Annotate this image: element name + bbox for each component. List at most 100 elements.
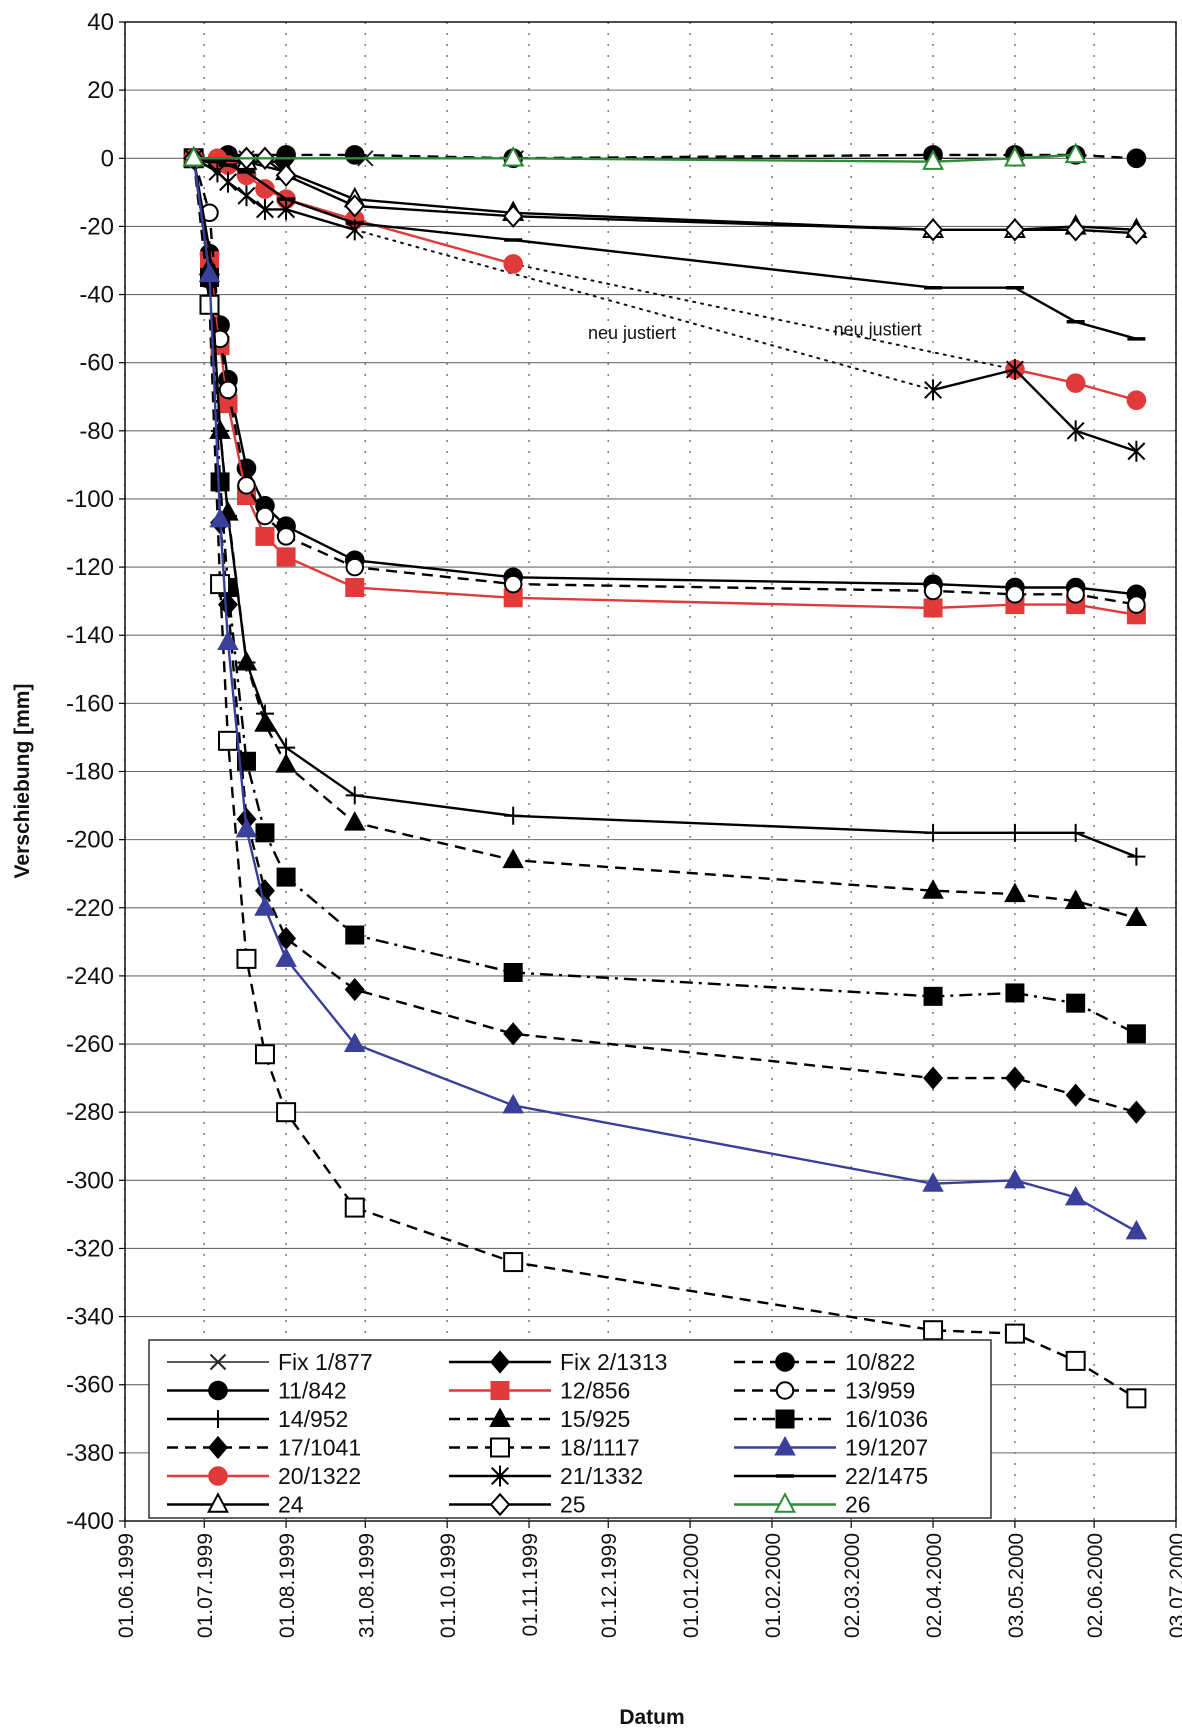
legend-marker (209, 1353, 227, 1371)
legend-item: 24 (167, 1492, 304, 1518)
legend-marker (491, 1465, 509, 1487)
x-tick-label: 02.04.2000 (923, 1533, 946, 1638)
data-point (1005, 585, 1025, 604)
data-point (1005, 358, 1024, 380)
legend-item: 12/856 (449, 1378, 630, 1404)
series-19-1207 (182, 146, 1148, 1240)
legend-marker (775, 1409, 795, 1429)
data-point (255, 179, 275, 199)
data-point (1005, 983, 1025, 1003)
data-point (1003, 145, 1026, 167)
annotation-label: neu justiert (834, 319, 922, 339)
data-point (345, 578, 365, 598)
legend-item: Fix 2/1313 (449, 1349, 667, 1375)
series-13-959 (184, 149, 1146, 614)
data-point (1064, 1185, 1087, 1206)
data-point (254, 1044, 275, 1065)
legend-item: 20/1322 (167, 1463, 361, 1489)
y-tick-label: 40 (87, 9, 114, 36)
legend-box (148, 1339, 992, 1519)
data-point (343, 811, 366, 831)
y-tick-label: -360 (66, 1372, 114, 1399)
data-point (276, 547, 296, 567)
data-point (502, 848, 524, 869)
data-point (1126, 390, 1147, 410)
data-point (503, 1022, 524, 1046)
legend-item: 18/1117 (449, 1435, 640, 1461)
legend-label: Fix 1/877 (278, 1349, 373, 1375)
annotations: neu justiert neu justiert (588, 319, 922, 342)
legend-marker (209, 1410, 227, 1428)
data-point (923, 581, 943, 601)
data-point (922, 218, 944, 242)
x-tick-label: 01.12.1999 (598, 1533, 621, 1638)
data-point (255, 823, 275, 843)
data-point (1066, 585, 1085, 604)
data-point (236, 948, 257, 969)
data-point (1064, 142, 1087, 164)
legend-label: 16/1036 (845, 1406, 928, 1432)
legend-item: 17/1041 (167, 1435, 361, 1461)
y-tick-label: -80 (79, 418, 114, 445)
data-point (276, 1102, 297, 1123)
legend-label: 15/925 (560, 1406, 630, 1432)
y-tick-label: -120 (66, 554, 114, 581)
series-26 (182, 142, 1087, 170)
legend-label: 10/822 (845, 1349, 915, 1375)
y-tick-label: -180 (66, 759, 114, 786)
data-point (502, 145, 525, 167)
series-layer (182, 142, 1148, 1409)
legend-item: 14/952 (167, 1406, 348, 1432)
legend-marker (490, 1437, 510, 1458)
data-point (1065, 373, 1086, 393)
data-point (922, 149, 945, 170)
legend-marker (207, 1492, 229, 1513)
legend-item: 10/822 (734, 1349, 915, 1375)
legend-label: 13/959 (845, 1378, 915, 1404)
data-point (275, 947, 297, 967)
y-tick-label: -160 (66, 690, 114, 717)
data-point (344, 145, 365, 165)
data-point (922, 879, 944, 899)
data-point (1126, 1100, 1147, 1124)
data-point (275, 753, 297, 773)
data-point (255, 198, 274, 220)
y-tick-label: 0 (101, 145, 114, 172)
data-point (1066, 420, 1085, 442)
data-point (276, 867, 296, 887)
x-tick-label: 31.08.1999 (355, 1533, 378, 1638)
x-tick-label: 03.05.2000 (1005, 1533, 1028, 1638)
data-point (345, 925, 365, 945)
x-tick-label: 03.07.2000 (1166, 1533, 1182, 1638)
legend-label: 26 (845, 1492, 871, 1518)
legend-label: Fix 2/1313 (560, 1349, 667, 1375)
legend-label: 19/1207 (845, 1435, 928, 1461)
y-tick-label: -400 (66, 1508, 114, 1535)
data-point (237, 476, 256, 495)
y-tick-label: -200 (66, 827, 114, 854)
x-tick-label: 01.07.1999 (194, 1533, 217, 1638)
data-point (276, 527, 296, 546)
legend-label: 25 (560, 1492, 586, 1518)
data-point (503, 963, 523, 983)
legend-item: 16/1036 (734, 1406, 928, 1432)
data-point (924, 379, 943, 401)
legend-label: 21/1332 (560, 1463, 643, 1489)
legend-label: 24 (278, 1492, 304, 1518)
data-point (1005, 823, 1024, 842)
legend-marker (208, 1435, 228, 1460)
legend-item: 25 (449, 1492, 586, 1518)
data-point (217, 730, 238, 751)
data-point (345, 786, 364, 805)
y-tick-label: -280 (66, 1099, 114, 1126)
y-tick-label: -220 (66, 895, 114, 922)
data-point (1004, 218, 1026, 242)
data-point (344, 194, 366, 218)
data-point (235, 817, 258, 838)
legend-item: Fix 1/877 (167, 1349, 373, 1375)
data-point (1004, 882, 1026, 903)
data-point (1065, 218, 1086, 242)
dotted-links (353, 228, 1016, 391)
legend-marker (489, 1492, 511, 1517)
y-tick-label: -380 (66, 1440, 114, 1467)
